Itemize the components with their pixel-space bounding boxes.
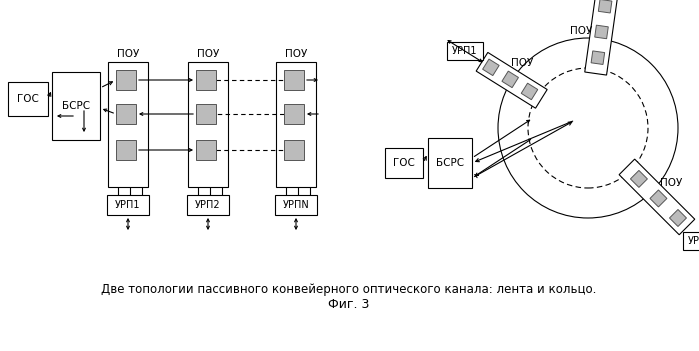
Text: УРП1: УРП1 [452,46,478,56]
Text: ПОУ: ПОУ [117,49,139,59]
Polygon shape [595,25,608,39]
Text: ГОС: ГОС [17,94,39,104]
Polygon shape [670,210,686,226]
Text: ПОУ: ПОУ [511,58,533,68]
Bar [276,62,316,187]
Bar [116,140,136,160]
Text: ПОУ: ПОУ [197,49,219,59]
Text: УРП2: УРП2 [195,200,221,210]
Polygon shape [598,0,612,13]
Bar [385,148,423,178]
Text: Фиг. 3: Фиг. 3 [329,298,370,311]
Bar [284,140,304,160]
Bar [196,140,216,160]
Text: ПОУ: ПОУ [660,178,682,188]
Polygon shape [502,71,519,88]
Bar [116,104,136,124]
Text: Две топологии пассивного конвейерного оптического канала: лента и кольцо.: Две топологии пассивного конвейерного оп… [101,284,597,297]
Text: ПОУ: ПОУ [284,49,307,59]
Bar [275,195,317,215]
Bar [52,72,100,140]
Polygon shape [630,171,647,187]
Text: УРПN: УРПN [688,236,699,246]
Text: УРП1: УРП1 [115,200,140,210]
Bar [8,82,48,116]
Bar [284,70,304,90]
Polygon shape [650,190,667,207]
Polygon shape [521,83,538,100]
Text: ПОУ: ПОУ [570,26,593,36]
Text: БСРС: БСРС [436,158,464,168]
Polygon shape [482,59,499,75]
Bar [187,195,229,215]
Text: ГОС: ГОС [393,158,415,168]
Text: УРПN: УРПN [282,200,310,210]
Polygon shape [619,159,695,235]
Bar [196,104,216,124]
Polygon shape [476,52,547,108]
Bar [447,42,483,60]
Bar [284,104,304,124]
Bar [428,138,472,188]
Bar [107,195,149,215]
Bar [196,70,216,90]
Polygon shape [585,0,618,75]
Text: БСРС: БСРС [62,101,90,111]
Bar [683,232,699,250]
Bar [188,62,228,187]
Bar [116,70,136,90]
Polygon shape [591,51,605,65]
Bar [108,62,148,187]
